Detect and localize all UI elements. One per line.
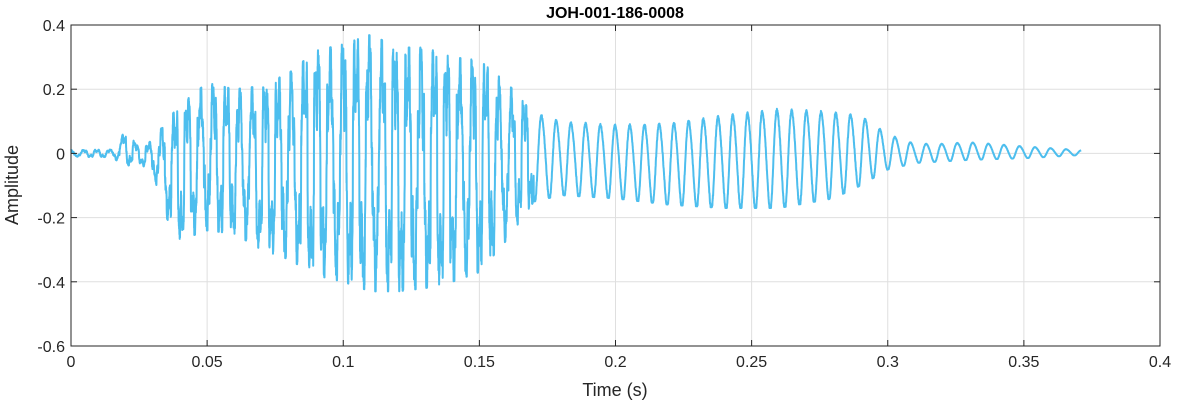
tick-marks [70,24,1161,347]
y-tick-labels: -0.6 -0.4 -0.2 0 0.2 0.4 [37,18,65,356]
y-tick-label: 0.2 [43,82,65,99]
y-tick-label: 0 [56,146,65,163]
x-tick-labels: 0 0.05 0.1 0.15 0.2 0.25 0.3 0.35 0.4 [67,354,1172,371]
y-tick-label: -0.2 [37,211,65,228]
x-tick-label: 0.05 [192,354,223,371]
y-tick-label: -0.4 [37,275,65,292]
x-tick-label: 0.1 [332,354,354,371]
data-layer [70,34,1082,293]
x-tick-label: 0.4 [1149,354,1171,371]
x-tick-label: 0.35 [1008,354,1039,371]
x-axis-label: Time (s) [582,380,647,400]
x-tick-label: 0.2 [604,354,626,371]
waveform-line [70,34,1082,293]
y-tick-label: -0.6 [37,339,65,356]
x-tick-label: 0 [67,354,76,371]
y-tick-label: 0.4 [43,18,65,35]
chart-title: JOH-001-186-0008 [546,5,684,22]
y-axis-label: Amplitude [2,145,22,225]
x-tick-label: 0.15 [464,354,495,371]
x-tick-label: 0.3 [877,354,899,371]
x-tick-label: 0.25 [736,354,767,371]
